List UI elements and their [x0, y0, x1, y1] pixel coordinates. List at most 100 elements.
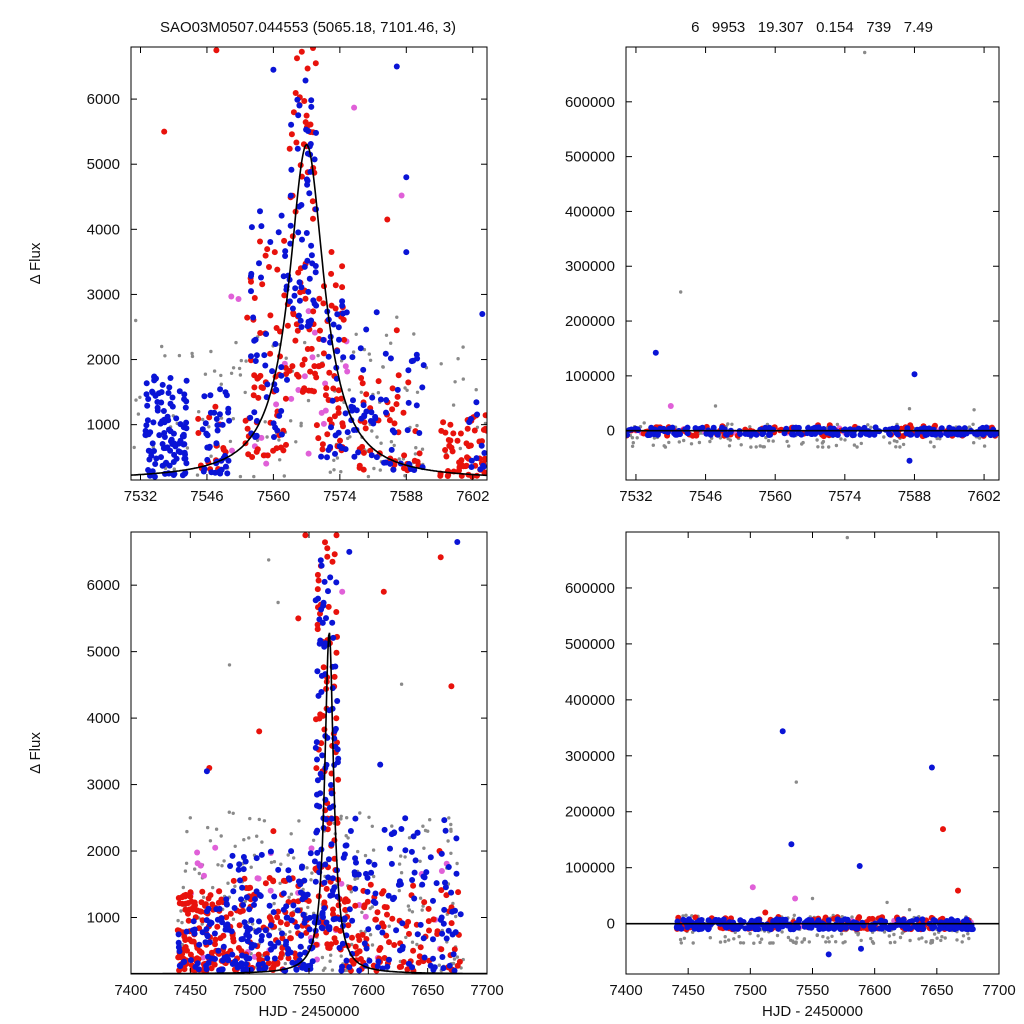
- data-point-blue: [145, 467, 152, 473]
- data-point-blue: [335, 429, 342, 436]
- data-point-gray: [887, 934, 891, 938]
- data-point-gray: [399, 871, 404, 875]
- data-point-gray: [689, 442, 694, 446]
- data-point-blue: [938, 425, 945, 432]
- data-point-red: [319, 446, 326, 453]
- data-point-gray: [207, 425, 211, 429]
- data-point-gray: [372, 466, 376, 471]
- data-point-blue: [381, 459, 387, 466]
- data-point-blue: [334, 311, 341, 318]
- outlier-point-red: [295, 615, 302, 622]
- data-point-gray: [456, 357, 460, 361]
- data-point-blue: [273, 386, 279, 393]
- data-point-blue: [251, 901, 257, 908]
- data-point-gray: [775, 933, 780, 938]
- data-point-blue: [333, 579, 340, 586]
- data-point-gray: [738, 941, 743, 945]
- outlier-point-gray: [461, 377, 465, 381]
- data-point-blue: [283, 903, 290, 910]
- data-point-red: [290, 311, 297, 318]
- data-point-blue: [214, 427, 221, 434]
- data-point-gray: [195, 473, 200, 477]
- data-point-blue: [416, 430, 423, 436]
- outlier-point-gray: [863, 50, 867, 55]
- data-point-gray: [339, 814, 343, 818]
- data-point-blue: [323, 919, 330, 926]
- data-point-blue: [441, 906, 448, 913]
- outlier-point-red: [448, 683, 455, 690]
- data-point-blue: [805, 425, 812, 431]
- data-point-gray: [289, 892, 294, 896]
- data-point-blue: [266, 932, 273, 939]
- data-point-gray: [180, 920, 184, 925]
- data-point-gray: [249, 865, 253, 869]
- data-point-blue: [373, 309, 380, 316]
- data-point-red: [405, 918, 412, 925]
- data-point-gray: [815, 438, 819, 442]
- data-point-blue: [417, 921, 424, 928]
- data-point-blue: [332, 450, 338, 457]
- data-point-gray: [368, 906, 372, 911]
- data-point-blue: [907, 431, 914, 438]
- data-point-gray: [820, 441, 825, 445]
- data-point-blue: [212, 956, 218, 962]
- data-point-gray: [306, 905, 310, 910]
- data-point-gray: [800, 940, 804, 944]
- data-point-gray: [681, 914, 685, 918]
- x-tick-label: 7532: [124, 488, 157, 505]
- data-point-gray: [284, 356, 288, 360]
- data-point-blue: [314, 777, 321, 784]
- data-point-gray: [226, 881, 230, 885]
- data-point-magenta: [305, 450, 312, 457]
- data-point-blue: [438, 850, 445, 857]
- data-point-blue: [171, 451, 178, 458]
- data-point-red: [415, 959, 422, 966]
- data-point-gray: [758, 940, 762, 945]
- data-point-blue: [324, 454, 330, 461]
- data-point-red: [457, 430, 464, 437]
- data-point-gray: [384, 333, 389, 337]
- data-point-blue: [361, 412, 368, 419]
- data-point-blue: [339, 298, 346, 305]
- data-point-gray: [252, 474, 256, 479]
- data-point-red: [341, 336, 348, 343]
- data-point-blue: [181, 470, 188, 477]
- data-point-gray: [368, 933, 373, 937]
- data-point-red: [266, 264, 272, 270]
- data-point-blue: [355, 871, 362, 878]
- data-point-gray: [328, 470, 332, 474]
- outlier-point-gray: [679, 290, 683, 294]
- data-point-red: [446, 442, 453, 449]
- data-point-gray: [730, 422, 734, 426]
- data-point-blue: [219, 919, 226, 926]
- data-point-gray: [335, 456, 340, 460]
- data-point-blue: [795, 919, 802, 926]
- data-point-gray: [935, 936, 939, 940]
- outlier-point-gray: [845, 535, 849, 540]
- data-point-red: [324, 431, 331, 438]
- data-point-red: [284, 322, 291, 329]
- data-point-gray: [370, 943, 375, 947]
- data-point-red: [311, 363, 318, 370]
- data-point-gray: [283, 961, 287, 966]
- data-point-blue: [404, 427, 411, 434]
- data-point-gray: [771, 941, 775, 945]
- x-tick-label: 7400: [609, 982, 642, 999]
- data-point-red: [471, 427, 478, 434]
- data-point-blue: [145, 447, 152, 454]
- outlier-point-magenta: [438, 868, 445, 874]
- data-point-magenta: [254, 875, 261, 882]
- data-point-blue: [423, 869, 430, 876]
- data-point-gray: [339, 954, 343, 958]
- data-point-red: [438, 887, 445, 894]
- data-point-gray: [260, 840, 264, 844]
- data-point-red: [301, 98, 308, 104]
- data-point-red: [307, 368, 314, 375]
- data-point-red: [284, 921, 290, 928]
- data-point-gray: [347, 388, 351, 392]
- data-point-gray: [928, 440, 933, 444]
- data-point-red: [255, 951, 262, 958]
- data-point-gray: [830, 934, 834, 938]
- y-tick-label: 300000: [565, 258, 615, 275]
- data-point-blue: [742, 430, 749, 437]
